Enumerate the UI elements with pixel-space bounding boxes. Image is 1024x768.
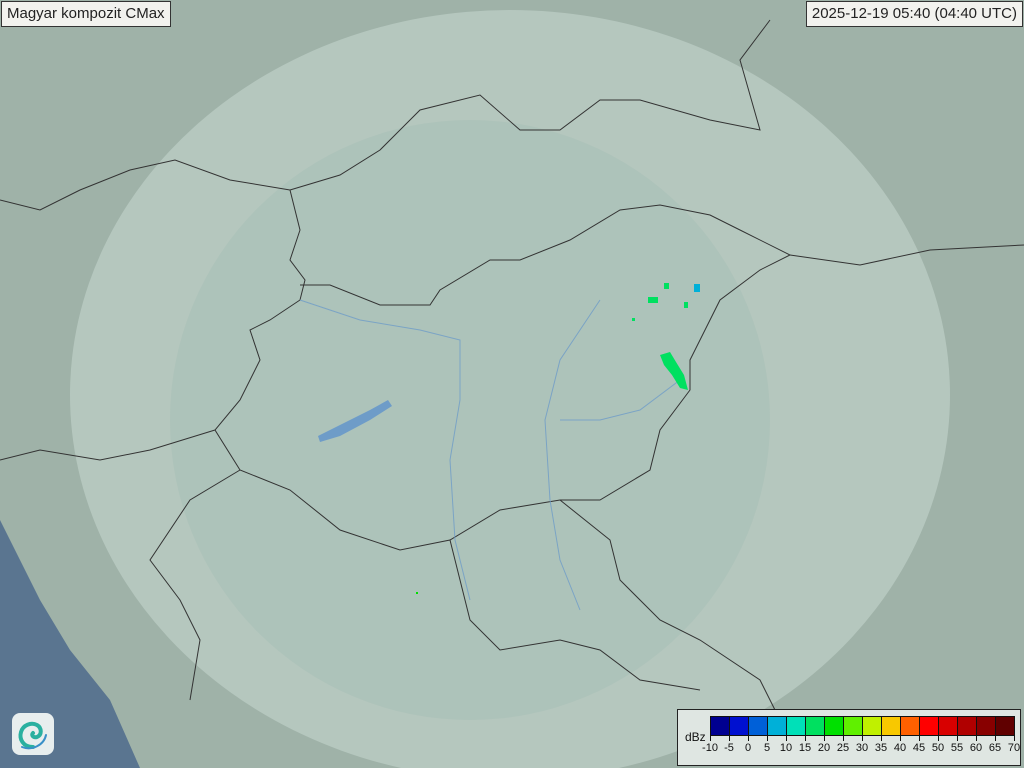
legend-swatch	[996, 717, 1014, 735]
echo	[632, 318, 635, 321]
swirl-logo-icon	[12, 713, 54, 755]
echo	[648, 297, 658, 303]
legend-swatch	[825, 717, 844, 735]
legend-color-bar	[710, 716, 1015, 736]
rivers	[299, 299, 681, 611]
radar-coverage-inner	[170, 120, 770, 720]
legend-swatch	[977, 717, 996, 735]
legend-swatch	[806, 717, 825, 735]
radar-echoes	[416, 283, 700, 594]
legend-swatch	[958, 717, 977, 735]
legend-swatch	[939, 717, 958, 735]
legend-swatch	[749, 717, 768, 735]
echo	[416, 592, 418, 594]
legend-swatch	[920, 717, 939, 735]
legend-swatch	[901, 717, 920, 735]
legend-swatch	[863, 717, 882, 735]
legend-tick-label: -5	[714, 736, 744, 754]
legend-swatch	[768, 717, 787, 735]
echo	[664, 283, 669, 289]
legend-swatch	[844, 717, 863, 735]
adriatic-sea	[0, 520, 140, 768]
legend-swatch	[787, 717, 806, 735]
legend-swatch	[730, 717, 749, 735]
legend-tick-label: 5	[752, 736, 782, 754]
legend-swatch	[711, 717, 730, 735]
dbz-legend: dBz -10 -5 0 5 10 15 20 25 30 35 40 45 50 55 60 65 70	[677, 709, 1021, 766]
echo	[684, 302, 688, 308]
legend-ticks: -10 -5 0 5 10 15 20 25 30 35 40 45 50 55 60 65 70	[702, 736, 1020, 760]
country-borders	[0, 19, 1024, 721]
echo	[694, 284, 700, 292]
legend-tick-label: 0	[733, 736, 763, 754]
legend-tick-label: 70	[999, 736, 1024, 754]
map-title: Magyar kompozit CMax	[1, 1, 171, 27]
echo	[660, 352, 688, 390]
timestamp: 2025-12-19 05:40 (04:40 UTC)	[805, 1, 1023, 27]
legend-swatch	[882, 717, 901, 735]
lake-balaton	[318, 400, 392, 442]
